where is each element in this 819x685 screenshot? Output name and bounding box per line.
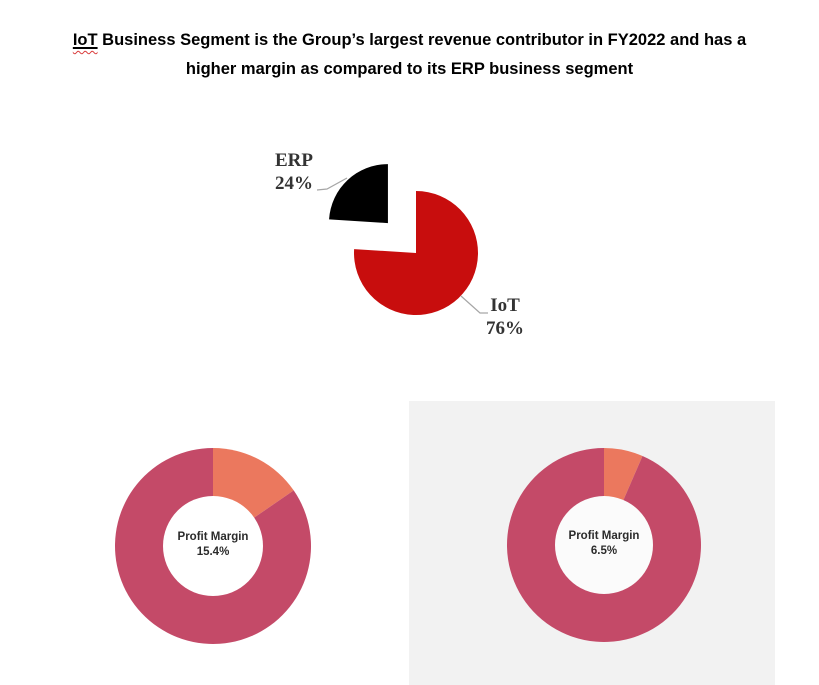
pie-label-erp-name: ERP [275,150,313,171]
pie-label-iot: IoT 76% [445,294,565,340]
pie-label-iot-pct: 76% [486,318,524,339]
pie-slice-iot [353,191,478,315]
leader-line-iot [460,295,488,314]
donut-right-value: 6.5% [590,545,618,557]
title-line-2: higher margin as compared to its ERP bus… [185,60,634,78]
donut-left-value: 15.4% [196,546,230,558]
pie-slice-erp [329,164,388,224]
donut-hole [163,496,263,596]
title-line1-rest: Business Segment is the Group’s largest … [97,31,747,49]
spellcheck-squiggle: IoT [72,31,98,49]
title-line-1: IoT Business Segment is the Group’s larg… [0,26,819,55]
revenue-split-pie-chart [316,164,488,315]
profit-margin-donut-left [115,448,312,644]
donut-left-title: Profit Margin [177,531,249,543]
pie-label-erp: ERP 24% [234,149,354,195]
pie-label-erp-pct: 24% [275,173,313,194]
pie-label-iot-name: IoT [490,295,520,316]
profit-margin-donut-right [506,448,701,642]
title-highlight-underline: IoT [73,31,98,49]
leader-line-erp [316,177,348,191]
donut-right-title: Profit Margin [568,530,640,542]
page-title: IoT Business Segment is the Group’s larg… [0,26,819,84]
donut-hole [555,496,653,594]
donut-center-label-left: Profit Margin 15.4% [153,530,273,560]
donut-center-label-right: Profit Margin 6.5% [544,529,664,559]
